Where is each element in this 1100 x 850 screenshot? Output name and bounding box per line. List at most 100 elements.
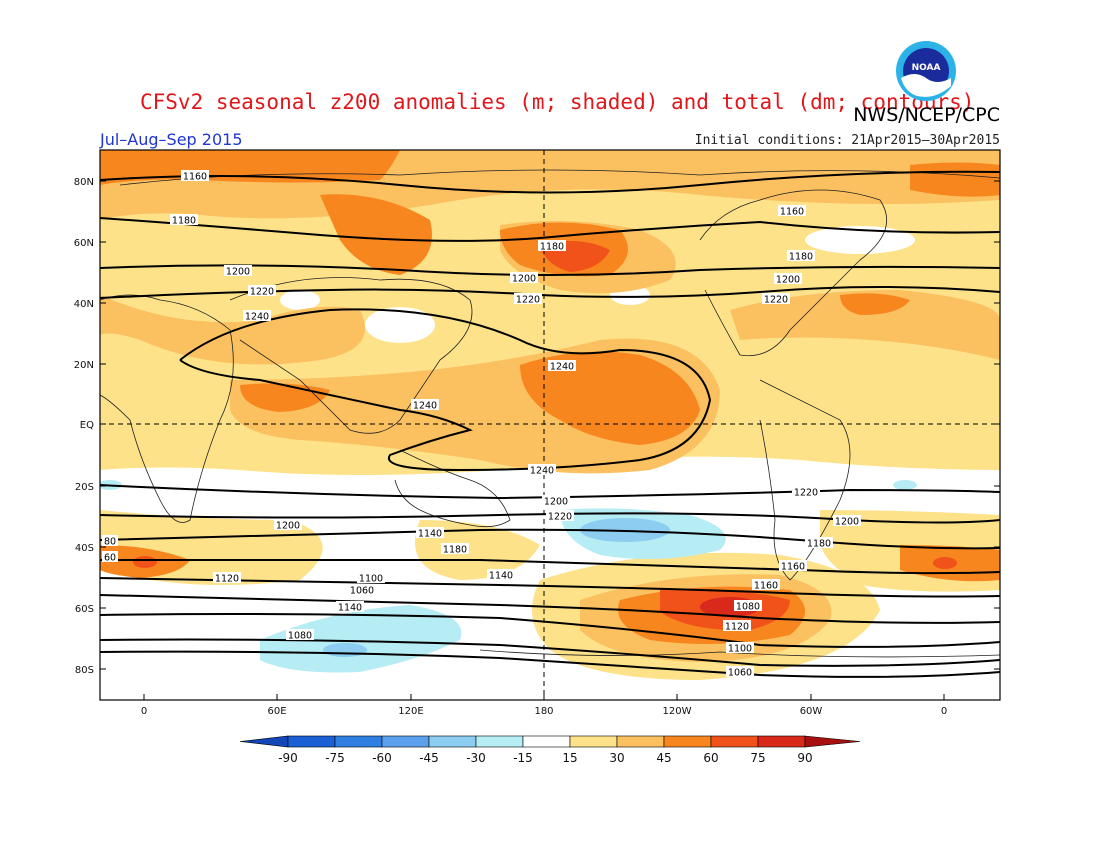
contour-label: 1160 [781,562,805,573]
initial-conditions-label: Initial conditions: 21Apr2015–30Apr2015 [694,133,1000,148]
contour-label: 1200 [276,521,300,532]
contour-label-bg [286,629,314,640]
lat-label: 40N [74,299,94,310]
lat-label: 80S [75,665,94,676]
contour-label-bg [357,572,385,583]
lon-label: 0 [141,706,147,717]
colorbar-segment [522,735,571,748]
lat-label: EQ [80,420,94,431]
colorbar-label: -30 [466,751,486,765]
contour-label: 1220 [548,512,572,523]
contour-label: 1200 [226,267,250,278]
colorbar-label: -60 [372,751,392,765]
colorbar-segment [757,735,806,748]
lon-label: 60E [267,706,286,717]
contour-label: 1220 [764,295,788,306]
contour-label: 1180 [807,539,831,550]
season-label: Jul–Aug–Sep 2015 [100,130,243,149]
contour-label: 80 [104,537,116,548]
colorbar-label: 90 [797,751,812,765]
contour-label: 1220 [516,295,540,306]
contour-label-bg [546,510,574,521]
colorbar-segment [663,735,712,748]
contour-label: 1080 [736,602,760,613]
contour-label-bg [528,464,556,475]
contour-label-bg [487,569,515,580]
noaa-logo-text: NOAA [912,63,941,73]
colorbar-segment [381,735,430,748]
colorbar-segment [710,735,759,748]
contour-label: 60 [104,553,116,564]
contour-label-bg [102,551,118,562]
lon-label: 120E [398,706,423,717]
colorbar-label: 60 [703,751,718,765]
contour-label-bg [762,293,790,304]
contour-label-bg [779,560,807,571]
map-frame [99,149,1001,701]
colorbar-segment [287,735,336,748]
contour-label-bg [726,642,754,653]
contour-label: 1220 [250,287,274,298]
colorbar-label: 15 [562,751,577,765]
contour-label-bg [213,572,241,583]
contour-label: 1200 [544,497,568,508]
contour-label-bg [348,584,376,595]
contour-label: 1160 [183,172,207,183]
lat-label: 60N [74,238,94,249]
contour-label: 1160 [754,581,778,592]
contour-label: 1140 [418,529,442,540]
lat-label: 80N [74,177,94,188]
contour-label: 1140 [338,603,362,614]
contour-label: 1240 [550,362,574,373]
contour-label: 1200 [512,274,536,285]
colorbar-label: -75 [325,751,345,765]
colorbar-right-arrow [804,735,861,748]
contour-label: 1100 [359,574,383,585]
contour-label-bg [248,285,276,296]
lat-label: 20N [74,360,94,371]
contour-label: 1180 [443,545,467,556]
contour-label-bg [542,495,570,506]
longitude-axis: 0 60E 120E 180 120W 60W 0 [141,694,947,717]
contour-label-bg [514,293,542,304]
anomaly-shading [100,150,1000,700]
contour-label: 1240 [245,312,269,323]
contour-label: 1180 [172,216,196,227]
contour-label-bg [441,543,469,554]
contour-label-bg [411,399,439,410]
colorbar-segment [616,735,665,748]
contour-label: 1220 [794,488,818,499]
lon-label: 180 [534,706,553,717]
lon-label: 60W [800,706,823,717]
contour-label: 1140 [489,571,513,582]
contour-label-bg [416,527,444,538]
contour-label: 1200 [835,517,859,528]
contour-label-bg [336,601,364,612]
lon-label: 120W [663,706,692,717]
contour-label-bg [792,486,820,497]
colorbar-label: -90 [278,751,298,765]
contour-label-bg [181,170,209,181]
colorbar-label: 45 [656,751,671,765]
colorbar-label: -15 [513,751,533,765]
contour-label: 1180 [540,242,564,253]
contour-label: 1060 [728,668,752,679]
lat-label: 20S [75,482,94,493]
contour-label: 1180 [789,252,813,263]
contour-label-bg [170,214,198,225]
contour-label: 1240 [530,466,554,477]
colorbar-segment [569,735,618,748]
contour-label-bg [538,240,566,251]
colorbar-segment [428,735,477,748]
chart-title: CFSv2 seasonal z200 anomalies (m; shaded… [140,90,975,114]
contour-label-bg [274,519,302,530]
lon-label: 0 [941,706,947,717]
contour-label-bg [833,515,861,526]
coastlines [100,169,1000,658]
contour-label: 1100 [728,644,752,655]
contour-label-bg [734,600,762,611]
contour-label-bg [778,205,806,216]
contour-label-bg [752,579,780,590]
colorbar-label: 30 [609,751,624,765]
